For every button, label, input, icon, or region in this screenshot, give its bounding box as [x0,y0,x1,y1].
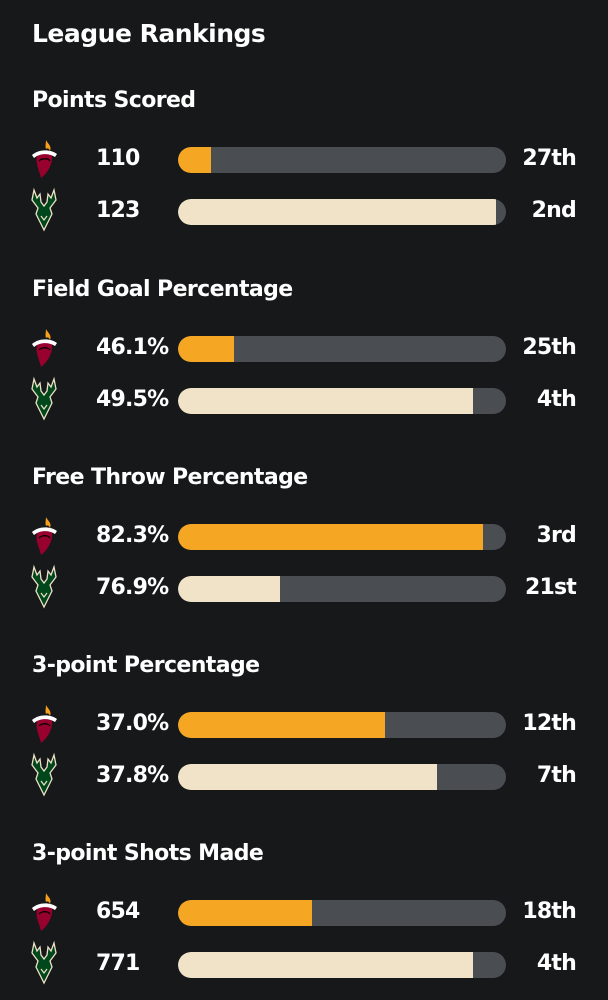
stat-value: 37.0% [96,711,169,736]
page-title: League Rankings [32,19,266,48]
league-rank: 25th [522,335,576,360]
rank-bar-fill [178,900,313,926]
rank-bar-track [178,900,506,926]
section-title: Field Goal Percentage [32,277,293,302]
milwaukee-bucks-logo-icon [30,186,58,236]
team-stat-row: 82.3% 3rd [0,511,608,561]
rank-bar-track [178,388,506,414]
stat-value: 76.9% [96,575,169,600]
stat-value: 82.3% [96,523,169,548]
league-rank: 12th [522,711,576,736]
rank-bar-fill [178,576,280,602]
section-title: Free Throw Percentage [32,465,308,490]
stat-section: Field Goal Percentage 46.1% 25th 49.5% 4… [0,275,608,425]
milwaukee-bucks-logo-icon [30,939,58,989]
league-rank: 21st [524,575,577,600]
stat-value: 654 [96,899,140,924]
team-stat-row: 654 18th [0,887,608,937]
milwaukee-bucks-logo-icon [30,563,58,613]
miami-heat-logo-icon [30,699,58,749]
stat-section: Free Throw Percentage 82.3% 3rd 76.9% 21… [0,463,608,613]
team-stat-row: 37.8% 7th [0,751,608,801]
rank-bar-track [178,952,506,978]
team-stat-row: 110 27th [0,134,608,184]
stat-section: Points Scored 110 27th 123 2nd [0,86,608,236]
team-stat-row: 49.5% 4th [0,375,608,425]
rank-bar-track [178,712,506,738]
rank-bar-track [178,524,506,550]
league-rank: 4th [536,387,577,412]
league-rank: 7th [536,763,577,788]
rank-bar-track [178,199,506,225]
milwaukee-bucks-logo-icon [30,375,58,425]
league-rank: 2nd [531,198,577,223]
league-rank: 18th [522,899,576,924]
rank-bar-fill [178,524,484,550]
section-title: 3-point Shots Made [32,841,264,866]
rank-bar-fill [178,388,474,414]
stat-section: 3-point Percentage 37.0% 12th 37.8% 7th [0,651,608,801]
milwaukee-bucks-logo-icon [30,751,58,801]
stat-value: 123 [96,198,140,223]
team-stat-row: 76.9% 21st [0,563,608,613]
rank-bar-fill [178,336,234,362]
stat-value: 110 [96,146,140,171]
stat-section: 3-point Shots Made 654 18th 771 4th [0,839,608,989]
stat-value: 49.5% [96,387,169,412]
team-stat-row: 37.0% 12th [0,699,608,749]
miami-heat-logo-icon [30,323,58,373]
stat-value: 46.1% [96,335,169,360]
rank-bar-fill [178,764,438,790]
rank-bar-track [178,576,506,602]
rank-bar-fill [178,199,497,225]
rank-bar-track [178,147,506,173]
stat-value: 771 [96,951,140,976]
team-stat-row: 771 4th [0,939,608,989]
rank-bar-fill [178,147,211,173]
miami-heat-logo-icon [30,134,58,184]
league-rank: 4th [536,951,577,976]
miami-heat-logo-icon [30,511,58,561]
team-stat-row: 46.1% 25th [0,323,608,373]
section-title: 3-point Percentage [32,653,260,678]
league-rank: 27th [522,146,576,171]
section-title: Points Scored [32,88,196,113]
rank-bar-fill [178,712,385,738]
league-rank: 3rd [536,523,576,548]
rank-bar-fill [178,952,474,978]
rank-bar-track [178,764,506,790]
rank-bar-track [178,336,506,362]
miami-heat-logo-icon [30,887,58,937]
stat-value: 37.8% [96,763,169,788]
team-stat-row: 123 2nd [0,186,608,236]
